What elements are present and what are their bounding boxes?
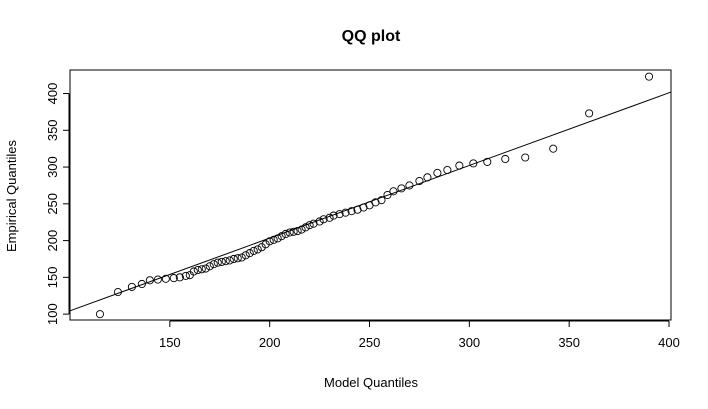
data-point xyxy=(95,310,105,319)
data-point xyxy=(237,253,246,262)
data-point xyxy=(315,217,324,226)
data-point xyxy=(281,229,290,239)
data-point xyxy=(325,213,334,222)
data-point xyxy=(377,196,386,205)
y-tick-label: 350 xyxy=(45,119,60,141)
data-point xyxy=(433,168,442,177)
y-tick-label: 300 xyxy=(45,156,60,178)
x-axis: 150 200 250 300 350 400 xyxy=(159,320,680,350)
data-point xyxy=(153,275,162,284)
data-point xyxy=(277,232,286,241)
data-point xyxy=(145,276,154,285)
data-points xyxy=(95,72,654,319)
chart-title: QQ plot xyxy=(342,28,401,45)
data-point xyxy=(209,260,218,269)
plot-frame xyxy=(69,69,672,321)
data-point xyxy=(297,225,306,234)
y-tick-label: 150 xyxy=(45,267,60,289)
data-point xyxy=(221,257,230,266)
data-point xyxy=(501,154,510,164)
data-point xyxy=(197,265,206,274)
data-point xyxy=(483,157,492,166)
data-point xyxy=(225,256,234,265)
x-tick-label: 400 xyxy=(658,335,680,350)
data-point xyxy=(644,72,654,81)
data-point xyxy=(217,257,226,266)
x-axis-label: Model Quantiles xyxy=(324,375,418,390)
data-point xyxy=(189,267,198,276)
data-point xyxy=(341,208,350,217)
x-tick-label: 150 xyxy=(159,335,181,350)
data-point xyxy=(269,235,278,244)
data-point xyxy=(305,221,314,230)
data-point xyxy=(383,190,392,200)
data-point xyxy=(309,219,318,228)
data-point xyxy=(233,254,242,263)
data-point xyxy=(585,109,594,118)
data-point xyxy=(415,176,424,186)
data-point xyxy=(469,159,478,168)
x-tick-label: 200 xyxy=(259,335,281,350)
data-point xyxy=(265,237,274,246)
data-point xyxy=(253,245,262,254)
data-point xyxy=(359,203,368,212)
data-point xyxy=(137,279,146,289)
data-point xyxy=(161,274,170,283)
data-point xyxy=(289,227,298,236)
data-point xyxy=(397,184,406,193)
data-point xyxy=(213,258,222,267)
data-point xyxy=(301,223,310,232)
data-point xyxy=(285,228,294,237)
data-point xyxy=(229,254,238,264)
data-point xyxy=(127,282,136,291)
data-point xyxy=(201,264,210,273)
data-point xyxy=(423,173,432,182)
data-point xyxy=(193,265,202,275)
data-point xyxy=(353,205,362,214)
data-point xyxy=(335,210,344,219)
x-tick-label: 350 xyxy=(558,335,580,350)
data-point xyxy=(443,165,452,175)
x-tick-label: 250 xyxy=(359,335,381,350)
y-axis-label: Empirical Quantiles xyxy=(4,140,19,252)
data-point xyxy=(455,161,464,170)
data-point xyxy=(371,198,380,207)
data-point xyxy=(245,249,254,258)
data-point xyxy=(273,234,282,243)
data-point xyxy=(113,288,122,297)
data-point xyxy=(169,274,178,283)
data-point xyxy=(205,262,214,271)
y-tick-label: 200 xyxy=(45,230,60,252)
data-point xyxy=(329,211,338,220)
data-point xyxy=(249,246,258,255)
x-tick-label: 300 xyxy=(458,335,480,350)
data-point xyxy=(175,273,184,282)
data-point xyxy=(389,187,398,196)
data-point xyxy=(293,226,302,236)
data-point xyxy=(319,215,328,224)
data-point xyxy=(181,271,190,280)
y-axis: 100 150 200 250 300 350 400 xyxy=(45,83,70,325)
data-point xyxy=(241,251,250,260)
data-point xyxy=(405,181,414,190)
data-point xyxy=(521,153,530,162)
data-point xyxy=(549,144,558,153)
y-tick-label: 100 xyxy=(45,303,60,325)
y-tick-label: 250 xyxy=(45,193,60,215)
y-tick-label: 400 xyxy=(45,83,60,105)
data-point xyxy=(347,207,356,216)
